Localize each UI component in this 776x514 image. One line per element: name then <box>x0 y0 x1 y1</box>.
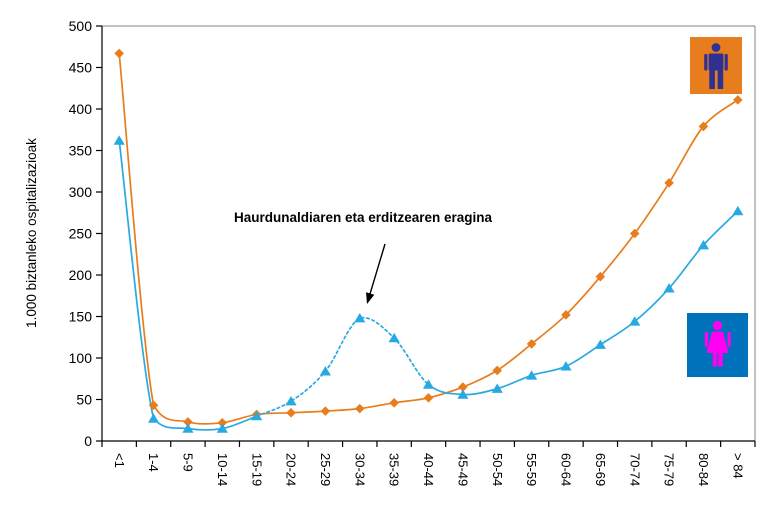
male-marker-diamond <box>595 271 606 282</box>
x-tick-label: 5-9 <box>181 453 196 472</box>
female-icon-head <box>712 320 723 331</box>
female-marker-triangle <box>594 339 606 349</box>
x-tick-label: 20-24 <box>284 453 299 486</box>
y-tick-label: 150 <box>69 309 93 325</box>
male-icon-torso <box>708 53 724 71</box>
female-marker-triangle <box>319 366 331 376</box>
x-tick-label: 15-19 <box>249 453 264 486</box>
female-marker-triangle <box>457 389 469 399</box>
x-tick-label: 30-34 <box>352 453 367 486</box>
male-marker-diamond <box>183 417 193 427</box>
x-tick-label: 70-74 <box>627 453 642 486</box>
y-tick-label: 250 <box>69 226 93 242</box>
male-icon-head <box>711 43 721 52</box>
y-tick-label: 350 <box>69 143 93 159</box>
female-series-line-left <box>118 139 258 431</box>
y-axis-title: 1.000 biztanleko ospitalizazioak <box>24 138 39 328</box>
x-tick-label: 1-4 <box>146 453 161 472</box>
male-marker-diamond <box>733 95 743 105</box>
y-tick-label: 0 <box>84 433 92 449</box>
male-marker-diamond <box>354 403 365 414</box>
male-marker-diamond <box>320 406 331 416</box>
male-marker-diamond <box>492 365 503 376</box>
female-marker-triangle <box>697 239 710 250</box>
y-tick-label: 200 <box>69 267 93 283</box>
y-tick-label: 300 <box>69 184 93 200</box>
male-marker-diamond <box>698 121 709 132</box>
female-icon-arm-left <box>704 332 708 347</box>
female-marker-triangle <box>526 370 538 380</box>
male-marker-diamond <box>148 400 159 411</box>
female-marker-triangle <box>732 205 744 216</box>
x-tick-label: 55-59 <box>524 453 539 486</box>
x-tick-label: 50-54 <box>490 453 505 486</box>
x-tick-label: 40-44 <box>421 453 436 486</box>
x-tick-label: > 84 <box>730 453 745 479</box>
male-marker-diamond <box>664 178 674 188</box>
female-marker-triangle <box>663 283 675 293</box>
y-tick-label: 500 <box>69 18 93 34</box>
annotation-arrowhead <box>366 292 375 304</box>
male-icon-arm-left <box>704 54 708 71</box>
female-marker-triangle <box>388 332 400 343</box>
x-tick-label: 25-29 <box>318 453 333 486</box>
male-marker-diamond <box>423 393 434 403</box>
female-icon-leg-left <box>712 353 718 367</box>
male-marker-diamond <box>114 48 124 59</box>
y-tick-label: 50 <box>76 392 92 408</box>
annotation-arrow-line <box>368 243 386 297</box>
female-marker-triangle <box>113 135 125 145</box>
female-marker-triangle <box>251 410 263 421</box>
male-icon-arm-right <box>724 54 728 71</box>
male-marker-diamond <box>217 417 228 428</box>
female-marker-triangle <box>629 316 641 326</box>
male-marker-diamond <box>526 339 537 349</box>
female-icon-dress <box>706 331 729 353</box>
x-tick-label: <1 <box>112 453 127 468</box>
female-marker-triangle <box>285 395 297 406</box>
male-marker-diamond <box>458 382 468 392</box>
male-icon-leg-right <box>717 70 724 89</box>
female-marker-triangle <box>491 383 503 393</box>
male-icon-leg-left <box>709 70 715 89</box>
x-tick-label: 35-39 <box>387 453 402 486</box>
x-tick-label: 45-49 <box>455 453 470 486</box>
male-series-line <box>118 52 739 425</box>
female-icon-arm-right <box>727 332 731 347</box>
female-marker-triangle <box>182 423 194 433</box>
male-marker-diamond <box>286 407 296 418</box>
female-marker-triangle <box>216 423 228 433</box>
female-series-line-right <box>427 210 739 396</box>
female-icon-leg-right <box>718 353 723 367</box>
female-marker-triangle <box>422 379 435 389</box>
y-tick-label: 450 <box>69 60 93 76</box>
male-marker-diamond <box>389 398 399 408</box>
female-marker-triangle <box>354 312 366 323</box>
x-tick-label: 75-79 <box>662 453 677 486</box>
y-tick-label: 400 <box>69 101 93 117</box>
x-tick-label: 65-69 <box>593 453 608 486</box>
x-tick-label: 10-14 <box>215 453 230 486</box>
male-marker-diamond <box>629 228 640 239</box>
male-marker-diamond <box>561 310 571 320</box>
x-tick-label: 60-64 <box>559 453 574 486</box>
annotation-label: Haurdunaldiaren eta erditzearen eragina <box>234 210 493 225</box>
female-marker-triangle <box>560 361 572 371</box>
female-marker-triangle <box>147 413 160 423</box>
y-tick-label: 100 <box>69 350 93 366</box>
x-tick-label: 80-84 <box>696 453 711 486</box>
